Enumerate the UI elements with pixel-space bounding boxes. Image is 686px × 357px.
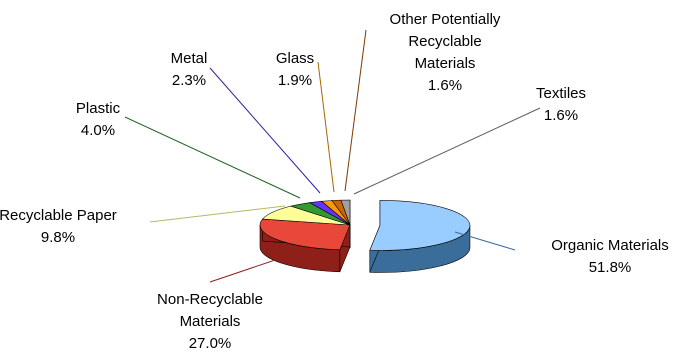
slice-non-recyclable [259,218,351,251]
data-label-0: Organic Materials 51.8% [551,237,669,276]
value-label: 1.9% [278,72,312,89]
leader-line-6 [344,29,367,192]
category-label: Metal [171,50,208,67]
category-label: Non-Recyclable [157,291,263,308]
slice-organic-materials [369,200,471,251]
slice-tops [259,199,471,251]
value-label: 9.8% [41,229,75,246]
value-label: 1.6% [544,107,578,124]
leader-line-5 [317,61,335,193]
value-label: 51.8% [589,259,632,276]
data-label-3: Plastic 4.0% [76,100,121,139]
leader-line-0 [454,231,516,251]
data-label-2: Recyclable Paper 9.8% [0,207,117,246]
value-label: 1.6% [428,77,462,94]
data-label-4: Metal 2.3% [171,50,208,89]
slice-textiles [340,199,351,226]
category-label: Plastic [76,100,121,117]
data-label-5: Glass 1.9% [276,50,314,89]
slice-labels: Organic Materials 51.8% Non-Recyclable Mate… [0,11,669,352]
category-label: Other Potentially [390,11,501,28]
leader-line-2 [149,205,286,223]
data-label-7: Textiles 1.6% [536,85,586,124]
leader-line-4 [209,67,321,194]
category-label: Glass [276,50,314,67]
leader-line-3 [124,116,301,199]
category-label: Materials [180,313,241,330]
data-label-1: Non-Recyclable Materials 27.0% [157,291,263,352]
value-label: 4.0% [81,122,115,139]
category-label: Materials [415,55,476,72]
data-label-6: Other Potentially Recyclable Materials 1.6% [390,11,501,94]
leader-line-1 [209,254,291,283]
category-label: Recyclable [408,33,481,50]
value-label: 2.3% [172,72,206,89]
category-label: Textiles [536,85,586,102]
category-label: Recyclable Paper [0,207,117,224]
category-label: Organic Materials [551,237,669,254]
leader-lines [124,29,541,283]
value-label: 27.0% [189,335,232,352]
leader-line-7 [353,107,541,195]
